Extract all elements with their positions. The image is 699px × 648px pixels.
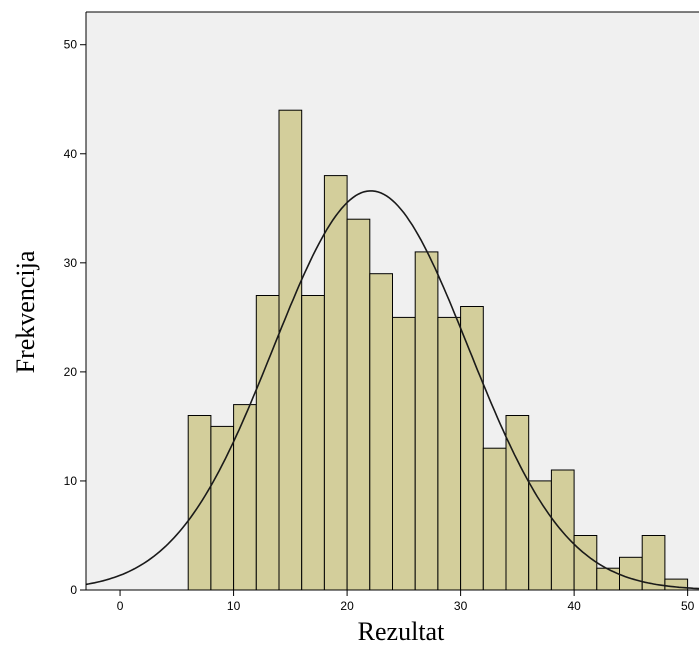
normal-curve (85, 190, 699, 590)
histogram-bar (437, 316, 462, 591)
histogram-bar (460, 306, 484, 591)
histogram-bar (573, 535, 598, 591)
x-tick-label: 30 (454, 599, 468, 613)
x-tick-label: 10 (227, 599, 241, 613)
bars-group (187, 109, 689, 591)
histogram-bar (369, 273, 393, 591)
x-tick-label: 50 (681, 599, 695, 613)
histogram-bar (482, 447, 507, 591)
histogram-bar (301, 295, 325, 591)
y-axis-title: Frekvencija (11, 250, 40, 373)
axes-group: 0 10 20 30 40 50 0 10 20 30 40 50 (64, 11, 699, 613)
histogram-bar (550, 469, 575, 591)
histogram-bar (346, 218, 371, 591)
histogram-bar (596, 567, 620, 591)
y-tick-label: 20 (64, 365, 78, 379)
y-tick-label: 10 (64, 474, 78, 488)
y-tick-label: 50 (64, 38, 78, 52)
y-tick-label: 30 (64, 256, 78, 270)
x-tick-label: 40 (567, 599, 581, 613)
x-axis-title: Rezultat (358, 617, 445, 646)
histogram-bar (619, 556, 643, 591)
histogram-bar (528, 480, 552, 591)
histogram-bar (505, 415, 530, 591)
histogram-bar (392, 316, 416, 591)
histogram-bar (255, 295, 280, 591)
y-tick-label: 0 (70, 583, 77, 597)
histogram-bar (414, 251, 439, 591)
histogram-bar (278, 109, 303, 591)
x-tick-label: 0 (117, 599, 124, 613)
histogram-bar (323, 175, 348, 591)
histogram-bar (187, 415, 212, 591)
x-tick-label: 20 (340, 599, 354, 613)
y-tick-label: 40 (64, 147, 78, 161)
histogram-bar (210, 425, 235, 591)
